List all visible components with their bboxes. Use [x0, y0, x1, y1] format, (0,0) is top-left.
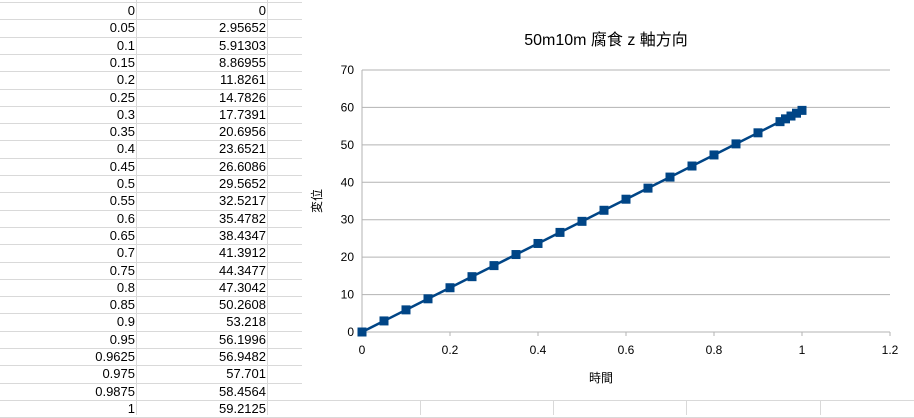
- cell-time[interactable]: 0.3: [116, 107, 135, 122]
- cell-time[interactable]: 0.9875: [95, 384, 135, 399]
- cell-displacement[interactable]: 47.3042: [219, 280, 266, 295]
- cell-displacement[interactable]: 57.701: [226, 366, 266, 381]
- y-tick-label: 30: [341, 213, 355, 227]
- cell-displacement[interactable]: 26.6086: [219, 159, 266, 174]
- cell-time[interactable]: 0.4: [116, 141, 135, 156]
- cell-time[interactable]: 0.75: [109, 263, 135, 278]
- x-axis-label: 時間: [589, 371, 613, 385]
- y-tick-label: 40: [341, 175, 355, 189]
- cell-displacement[interactable]: 35.4782: [219, 211, 266, 226]
- cell-displacement[interactable]: 20.6956: [219, 124, 266, 139]
- cell-time[interactable]: 0.05: [109, 20, 135, 35]
- data-point-marker: [753, 128, 763, 138]
- cell-time[interactable]: 0.5: [116, 176, 135, 191]
- x-tick-label: 0.8: [706, 343, 723, 357]
- grid-row-line: [0, 400, 914, 401]
- data-point-marker: [786, 111, 796, 121]
- x-tick-label: 1.2: [882, 343, 899, 357]
- y-tick-label: 50: [341, 138, 355, 152]
- cell-time[interactable]: 1: [127, 401, 135, 416]
- data-point-marker: [511, 250, 521, 260]
- y-tick-label: 70: [341, 63, 355, 77]
- data-point-marker: [357, 327, 367, 337]
- cell-displacement[interactable]: 59.2125: [219, 401, 266, 416]
- x-tick-label: 1: [799, 343, 806, 357]
- data-point-marker: [775, 117, 785, 127]
- chart-title: 50m10m 腐食 z 軸方向: [524, 31, 688, 49]
- cell-time[interactable]: 0.1: [116, 38, 135, 53]
- data-point-marker: [467, 272, 477, 282]
- x-tick-label: 0.6: [618, 343, 635, 357]
- cell-displacement[interactable]: 5.91303: [219, 38, 266, 53]
- grid-column-line: [136, 0, 137, 415]
- x-tick-label: 0.4: [530, 343, 547, 357]
- cell-time[interactable]: 0.6: [116, 211, 135, 226]
- data-point-marker: [533, 238, 543, 248]
- data-point-marker: [401, 305, 411, 315]
- x-tick-label: 0: [359, 343, 366, 357]
- cell-displacement[interactable]: 11.8261: [219, 72, 266, 87]
- cell-displacement[interactable]: 0: [258, 3, 266, 18]
- cell-time[interactable]: 0.25: [109, 90, 135, 105]
- data-point-marker: [709, 150, 719, 160]
- cell-displacement[interactable]: 8.86955: [219, 55, 266, 70]
- cell-displacement[interactable]: 23.6521: [219, 141, 266, 156]
- cell-time[interactable]: 0.95: [109, 332, 135, 347]
- cell-time[interactable]: 0.55: [109, 193, 135, 208]
- data-point-marker: [621, 194, 631, 204]
- cell-displacement[interactable]: 32.5217: [219, 193, 266, 208]
- data-point-marker: [792, 108, 801, 118]
- cell-displacement[interactable]: 2.95652: [219, 20, 266, 35]
- cell-displacement[interactable]: 38.4347: [219, 228, 266, 243]
- cell-displacement[interactable]: 50.2608: [219, 297, 266, 312]
- data-point-marker: [599, 205, 609, 215]
- data-point-marker: [665, 172, 675, 182]
- cell-time[interactable]: 0.65: [109, 228, 135, 243]
- y-tick-label: 20: [341, 250, 355, 264]
- cell-displacement[interactable]: 17.7391: [219, 107, 266, 122]
- cell-displacement[interactable]: 53.218: [226, 314, 266, 329]
- cell-displacement[interactable]: 14.7826: [219, 90, 266, 105]
- data-point-marker: [643, 183, 653, 193]
- data-point-marker: [577, 216, 587, 226]
- cell-displacement[interactable]: 56.9482: [219, 349, 266, 364]
- cell-time[interactable]: 0.7: [116, 245, 135, 260]
- y-axis-label: 変位: [309, 189, 324, 213]
- y-tick-label: 60: [341, 100, 355, 114]
- grid-column-line: [267, 0, 268, 415]
- data-point-marker: [797, 105, 807, 115]
- cell-time[interactable]: 0: [127, 3, 135, 18]
- data-point-marker: [423, 294, 433, 304]
- cell-time[interactable]: 0.85: [109, 297, 135, 312]
- chart[interactable]: 0 10 20 30 40 50 60 70 0 0.2 0.4 0.6 0.8 1 1.2 50m10m 腐…: [302, 0, 914, 400]
- x-tick-label: 0.2: [442, 343, 459, 357]
- cell-displacement[interactable]: 41.3912: [219, 245, 266, 260]
- cell-time[interactable]: 0.975: [102, 366, 135, 381]
- cell-time[interactable]: 0.9: [116, 314, 135, 329]
- chart-svg: 0 10 20 30 40 50 60 70 0 0.2 0.4 0.6 0.8 1 1.2 50m10m 腐…: [309, 31, 899, 385]
- y-tick-label: 10: [341, 288, 355, 302]
- cell-displacement[interactable]: 44.3477: [219, 263, 266, 278]
- cell-time[interactable]: 0.15: [109, 55, 135, 70]
- data-point-marker: [731, 139, 741, 149]
- cell-displacement[interactable]: 56.1996: [219, 332, 266, 347]
- cell-displacement[interactable]: 58.4564: [219, 384, 266, 399]
- data-point-marker: [445, 283, 455, 293]
- cell-displacement[interactable]: 29.5652: [219, 176, 266, 191]
- cell-time[interactable]: 0.45: [109, 159, 135, 174]
- cell-time[interactable]: 0.35: [109, 124, 135, 139]
- cell-time[interactable]: 0.8: [116, 280, 135, 295]
- data-point-marker: [781, 114, 790, 124]
- cell-time[interactable]: 0.2: [116, 72, 135, 87]
- data-point-marker: [379, 316, 389, 326]
- cell-time[interactable]: 0.9625: [95, 349, 135, 364]
- data-point-marker: [687, 161, 697, 171]
- data-point-marker: [555, 227, 565, 237]
- data-point-marker: [489, 261, 499, 271]
- y-tick-label: 0: [347, 325, 354, 339]
